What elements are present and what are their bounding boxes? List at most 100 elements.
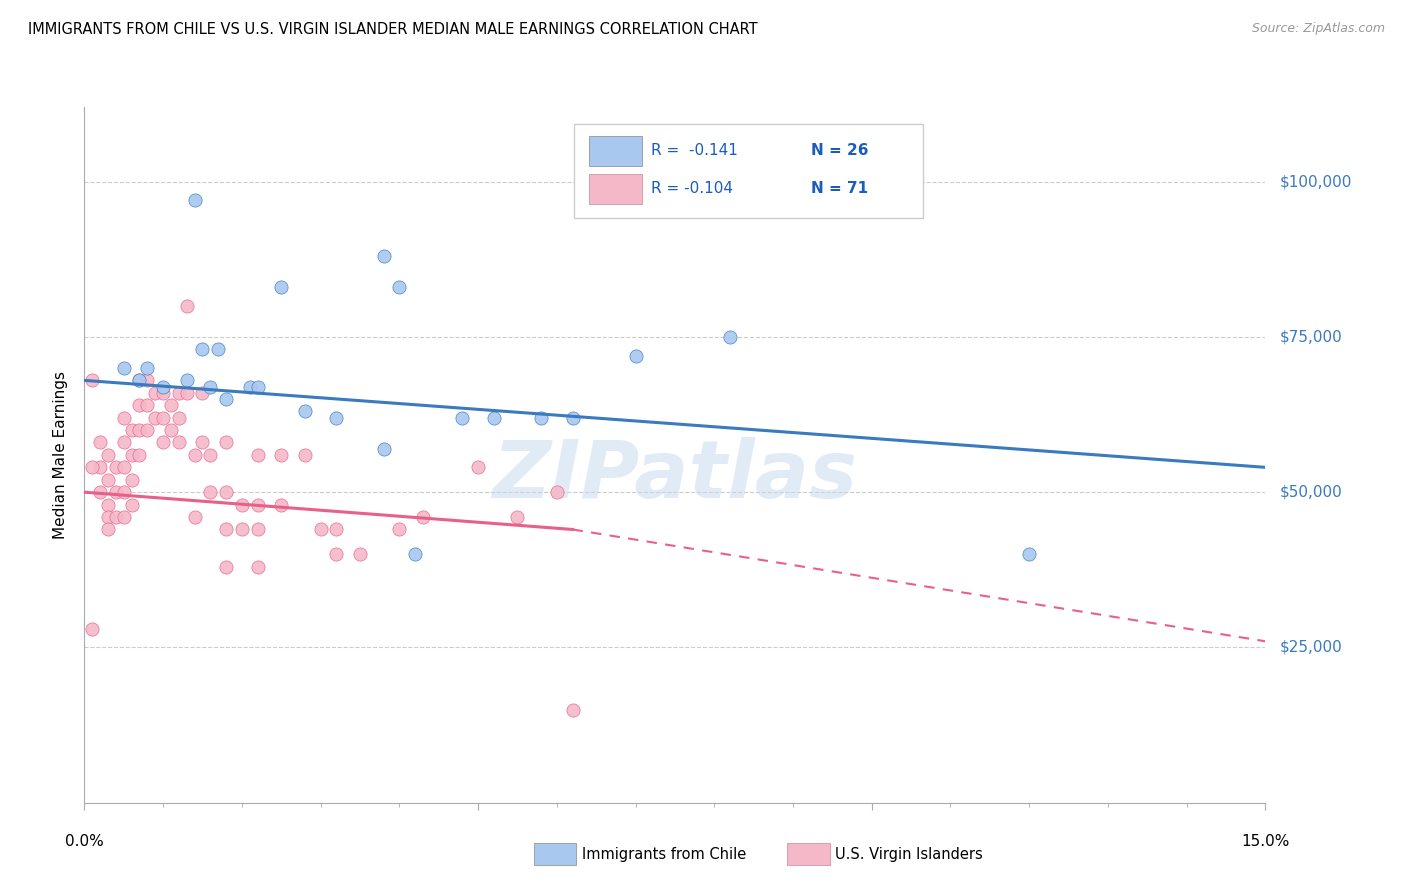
- Point: [176, 373, 198, 387]
- Point: [246, 523, 269, 537]
- Point: [246, 448, 269, 462]
- Point: [373, 442, 395, 456]
- Text: $75,000: $75,000: [1279, 329, 1343, 344]
- Point: [215, 392, 238, 406]
- FancyBboxPatch shape: [589, 136, 641, 166]
- Point: [270, 498, 292, 512]
- Point: [200, 379, 222, 393]
- Point: [97, 473, 120, 487]
- Point: [97, 523, 120, 537]
- Text: Immigrants from Chile: Immigrants from Chile: [582, 847, 747, 862]
- Point: [191, 343, 214, 357]
- Text: U.S. Virgin Islanders: U.S. Virgin Islanders: [835, 847, 983, 862]
- Point: [143, 410, 166, 425]
- Point: [176, 299, 198, 313]
- Point: [97, 498, 120, 512]
- Point: [325, 547, 347, 561]
- Point: [200, 448, 222, 462]
- Point: [294, 448, 316, 462]
- Point: [112, 460, 135, 475]
- FancyBboxPatch shape: [575, 124, 922, 219]
- Text: $50,000: $50,000: [1279, 484, 1343, 500]
- Point: [215, 435, 238, 450]
- Point: [121, 473, 143, 487]
- Text: R =  -0.141: R = -0.141: [651, 143, 738, 158]
- Point: [82, 622, 104, 636]
- Text: Source: ZipAtlas.com: Source: ZipAtlas.com: [1251, 22, 1385, 36]
- Point: [246, 379, 269, 393]
- Point: [231, 498, 253, 512]
- Point: [183, 193, 205, 207]
- Point: [128, 373, 150, 387]
- Point: [152, 410, 174, 425]
- Point: [325, 410, 347, 425]
- Point: [89, 485, 111, 500]
- Point: [128, 448, 150, 462]
- Point: [183, 448, 205, 462]
- Point: [136, 373, 159, 387]
- Point: [104, 460, 127, 475]
- Point: [561, 703, 583, 717]
- Point: [215, 523, 238, 537]
- Point: [1018, 547, 1040, 561]
- Point: [309, 523, 332, 537]
- Point: [200, 485, 222, 500]
- Point: [82, 373, 104, 387]
- Point: [128, 423, 150, 437]
- Point: [112, 410, 135, 425]
- Point: [152, 385, 174, 400]
- Point: [270, 280, 292, 294]
- Point: [239, 379, 262, 393]
- Point: [506, 510, 529, 524]
- Text: ZIPatlas: ZIPatlas: [492, 437, 858, 515]
- Point: [167, 435, 190, 450]
- Point: [231, 523, 253, 537]
- Point: [176, 385, 198, 400]
- Point: [104, 510, 127, 524]
- Point: [97, 448, 120, 462]
- Point: [270, 448, 292, 462]
- Point: [89, 435, 111, 450]
- Point: [215, 485, 238, 500]
- Point: [451, 410, 474, 425]
- Point: [121, 423, 143, 437]
- Point: [112, 435, 135, 450]
- Point: [482, 410, 505, 425]
- Point: [152, 379, 174, 393]
- Point: [183, 510, 205, 524]
- Point: [121, 498, 143, 512]
- Point: [136, 398, 159, 412]
- Point: [388, 523, 411, 537]
- Point: [97, 510, 120, 524]
- Point: [467, 460, 489, 475]
- Point: [112, 510, 135, 524]
- Point: [325, 523, 347, 537]
- Point: [89, 460, 111, 475]
- Text: 0.0%: 0.0%: [65, 834, 104, 849]
- Point: [112, 485, 135, 500]
- Point: [404, 547, 426, 561]
- Point: [152, 435, 174, 450]
- Point: [624, 349, 647, 363]
- Point: [246, 559, 269, 574]
- Point: [128, 373, 150, 387]
- Point: [294, 404, 316, 418]
- Point: [136, 423, 159, 437]
- Text: N = 71: N = 71: [811, 181, 868, 196]
- Point: [191, 435, 214, 450]
- Text: IMMIGRANTS FROM CHILE VS U.S. VIRGIN ISLANDER MEDIAN MALE EARNINGS CORRELATION C: IMMIGRANTS FROM CHILE VS U.S. VIRGIN ISL…: [28, 22, 758, 37]
- FancyBboxPatch shape: [589, 174, 641, 204]
- Point: [167, 410, 190, 425]
- Point: [112, 360, 135, 375]
- Text: $25,000: $25,000: [1279, 640, 1343, 655]
- Point: [215, 559, 238, 574]
- Text: R = -0.104: R = -0.104: [651, 181, 734, 196]
- Text: $100,000: $100,000: [1279, 174, 1351, 189]
- Point: [546, 485, 568, 500]
- Point: [561, 410, 583, 425]
- Point: [167, 385, 190, 400]
- Point: [530, 410, 553, 425]
- Point: [82, 460, 104, 475]
- Point: [718, 330, 741, 344]
- Point: [160, 423, 183, 437]
